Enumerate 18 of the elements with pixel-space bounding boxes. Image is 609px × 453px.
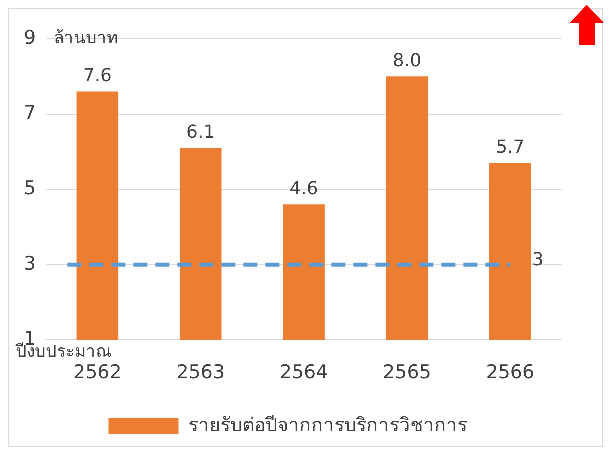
y-tick-label: 3 <box>24 252 36 275</box>
x-tick-label: 2566 <box>486 362 535 384</box>
data-label: 6.1 <box>186 122 216 143</box>
x-tick-label: 2564 <box>280 362 328 384</box>
x-tick-label: 2565 <box>383 362 432 384</box>
y-tick-label: 5 <box>24 178 36 200</box>
data-label: 7.6 <box>83 65 112 86</box>
data-label: 5.7 <box>496 136 525 158</box>
y-tick-label: 7 <box>24 102 36 124</box>
y-axis-title: ล้านบาท <box>54 28 118 48</box>
x-axis-title: ปีงบประมาณ <box>15 342 112 362</box>
y-tick-label: 9 <box>24 26 36 49</box>
ref-line-label: 3 <box>532 250 544 271</box>
legend-label: รายรับต่อปีจากการบริการวิชาการ <box>188 414 468 436</box>
data-label: 4.6 <box>290 178 318 200</box>
x-tick-label: 2563 <box>176 362 226 384</box>
data-label: 8.0 <box>392 50 422 72</box>
x-tick-label: 2562 <box>74 362 122 384</box>
